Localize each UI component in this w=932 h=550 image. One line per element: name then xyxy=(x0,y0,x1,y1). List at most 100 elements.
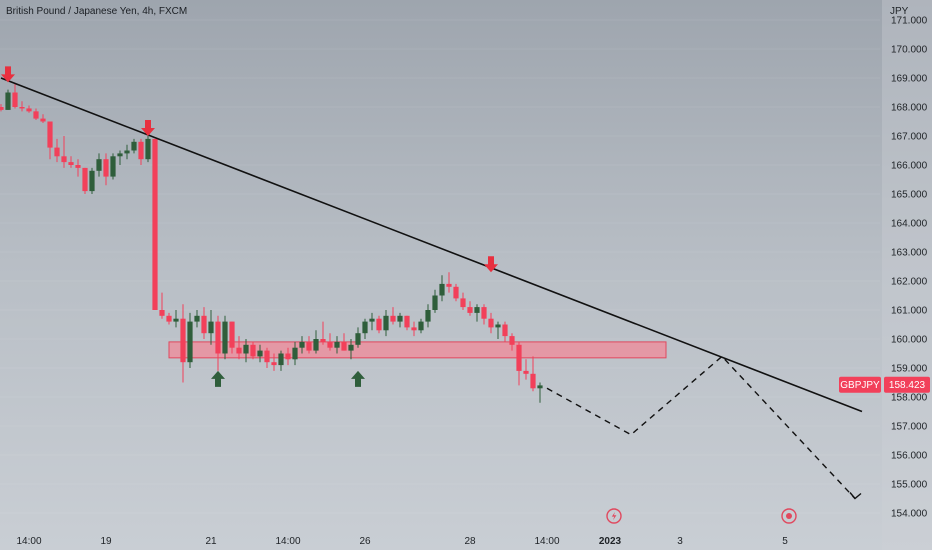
candle xyxy=(103,153,109,186)
candle-body xyxy=(411,327,417,331)
time-axis[interactable]: 14:00 19 21 14:00 26 28 14:00 2023 3 5 xyxy=(16,536,788,547)
candle-body xyxy=(145,138,151,160)
candle-body xyxy=(369,318,375,322)
candle-body xyxy=(488,318,494,328)
symbol-label: GBPJPY xyxy=(840,380,880,391)
candle xyxy=(390,307,396,325)
candle xyxy=(138,138,144,165)
candle xyxy=(530,356,536,392)
candle-body xyxy=(474,307,480,313)
candle xyxy=(47,121,53,160)
candles-layer xyxy=(0,83,543,403)
candle-body xyxy=(376,318,382,331)
time-tick-label: 26 xyxy=(359,536,371,547)
candle xyxy=(0,104,4,112)
time-tick-label: 14:00 xyxy=(16,536,41,547)
candle-body xyxy=(271,362,277,366)
candle-body xyxy=(117,153,123,157)
trendline-layer xyxy=(0,77,863,500)
candle-body xyxy=(334,341,340,348)
candle xyxy=(488,312,494,334)
time-tick-label: 19 xyxy=(100,536,112,547)
candle-body xyxy=(152,138,158,310)
candle xyxy=(243,339,249,363)
candle xyxy=(75,159,81,177)
time-tick-label: 3 xyxy=(677,536,683,547)
candle xyxy=(313,330,319,354)
lightning-event-icon[interactable] xyxy=(606,508,622,524)
time-tick-label: 5 xyxy=(782,536,788,547)
candle xyxy=(236,336,242,360)
candle xyxy=(418,318,424,334)
candle-body xyxy=(89,170,95,192)
candle xyxy=(145,136,151,163)
candle-body xyxy=(26,108,32,112)
candle xyxy=(292,341,298,366)
time-tick-label: 14:00 xyxy=(275,536,300,547)
price-tick-label: 166.000 xyxy=(891,161,928,172)
candle xyxy=(173,310,179,328)
candle xyxy=(285,347,291,366)
candle xyxy=(124,144,130,160)
candle-body xyxy=(313,339,319,351)
candle-body xyxy=(453,286,459,299)
target-event-icon[interactable] xyxy=(781,508,797,524)
price-tick-label: 154.000 xyxy=(891,509,928,520)
time-tick-label: 21 xyxy=(205,536,217,547)
candle xyxy=(117,150,123,165)
candle xyxy=(187,312,193,368)
candle xyxy=(271,353,277,371)
trendline xyxy=(0,77,863,413)
candle-body xyxy=(201,315,207,334)
candle xyxy=(348,339,354,360)
candle-body xyxy=(82,167,88,192)
candle xyxy=(152,138,158,310)
price-axis-unit: JPY xyxy=(890,6,909,17)
candle-body xyxy=(446,283,452,287)
candle-body xyxy=(54,147,60,157)
candle xyxy=(306,336,312,354)
candle-body xyxy=(299,341,305,348)
candle-body xyxy=(124,150,130,154)
price-tick-label: 163.000 xyxy=(891,248,928,259)
candle-body xyxy=(418,321,424,331)
projection-arrowhead xyxy=(849,492,862,500)
candle-body xyxy=(138,141,144,160)
price-tick-label: 167.000 xyxy=(891,132,928,143)
candle-body xyxy=(320,339,326,342)
candle-body xyxy=(159,310,165,316)
candle xyxy=(201,307,207,339)
down-arrow-icon xyxy=(141,120,155,136)
candle xyxy=(208,310,214,345)
candle xyxy=(369,312,375,331)
candle xyxy=(460,292,466,310)
price-grid xyxy=(0,19,880,514)
candle xyxy=(264,347,270,368)
candle xyxy=(222,315,228,360)
candle xyxy=(425,304,431,328)
candle-body xyxy=(12,92,18,107)
price-tick-label: 162.000 xyxy=(891,277,928,288)
candle xyxy=(439,275,445,302)
candle-body xyxy=(5,92,11,110)
price-tick-label: 171.000 xyxy=(891,16,928,27)
candle xyxy=(334,336,340,354)
candle-body xyxy=(166,315,172,322)
candle-body xyxy=(61,156,67,163)
candle xyxy=(229,321,235,354)
candle xyxy=(278,350,284,371)
candle-body xyxy=(222,321,228,354)
price-axis-bg xyxy=(882,0,932,550)
price-axis[interactable]: JPY 154.000 155.000 156.000 157.000 158.000 15… xyxy=(882,0,932,550)
candle-body xyxy=(236,347,242,354)
candle-body xyxy=(327,341,333,348)
candle-body xyxy=(173,318,179,322)
time-tick-label: 14:00 xyxy=(534,536,559,547)
candle xyxy=(215,315,221,371)
candle xyxy=(19,101,25,112)
up-arrow-icon xyxy=(211,370,225,387)
candle xyxy=(376,315,382,334)
candle-body xyxy=(383,315,389,331)
candle-body xyxy=(285,353,291,360)
